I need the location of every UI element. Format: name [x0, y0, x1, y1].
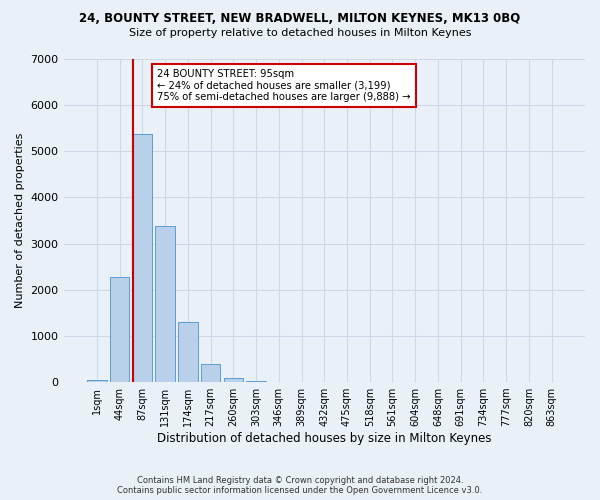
X-axis label: Distribution of detached houses by size in Milton Keynes: Distribution of detached houses by size … [157, 432, 491, 445]
Bar [133, 134, 152, 382]
Bar [155, 226, 175, 382]
Text: 24, BOUNTY STREET, NEW BRADWELL, MILTON KEYNES, MK13 0BQ: 24, BOUNTY STREET, NEW BRADWELL, MILTON … [79, 12, 521, 26]
Bar [201, 364, 220, 382]
Y-axis label: Number of detached properties: Number of detached properties [15, 133, 25, 308]
Bar [224, 378, 243, 382]
Text: Size of property relative to detached houses in Milton Keynes: Size of property relative to detached ho… [129, 28, 471, 38]
Bar [247, 380, 266, 382]
Bar [87, 380, 107, 382]
Text: Contains HM Land Registry data © Crown copyright and database right 2024.
Contai: Contains HM Land Registry data © Crown c… [118, 476, 482, 495]
Bar [110, 277, 130, 382]
Text: 24 BOUNTY STREET: 95sqm
← 24% of detached houses are smaller (3,199)
75% of semi: 24 BOUNTY STREET: 95sqm ← 24% of detache… [157, 68, 411, 102]
Bar [178, 322, 197, 382]
